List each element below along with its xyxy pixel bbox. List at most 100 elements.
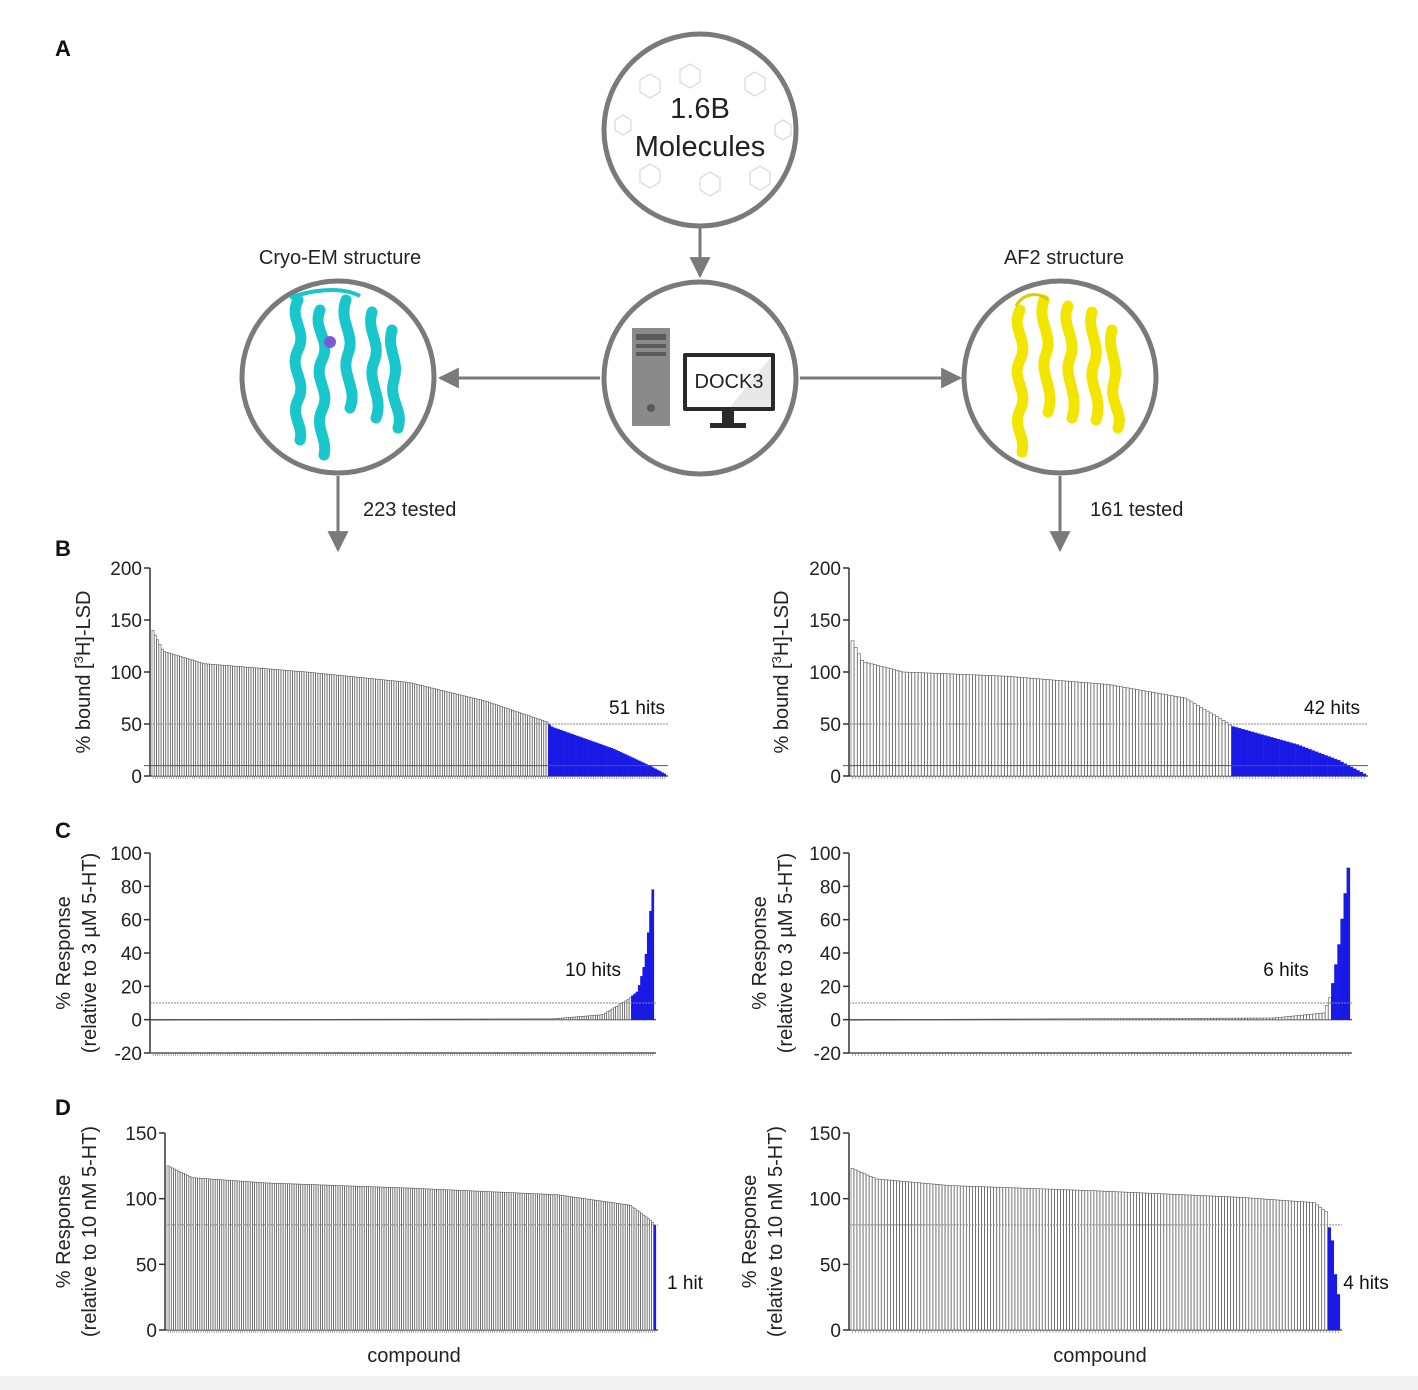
b-right-bar bbox=[1004, 675, 1008, 777]
b-right-hit-bar bbox=[1276, 738, 1280, 777]
b-left-bar bbox=[220, 664, 224, 777]
c-right-bar bbox=[872, 1019, 876, 1021]
c-left-bar bbox=[574, 1016, 578, 1020]
c-right-bar bbox=[1080, 1018, 1084, 1020]
d-right-bar bbox=[1148, 1192, 1152, 1331]
b-right-bar bbox=[869, 663, 874, 777]
c-left-bar bbox=[322, 1019, 326, 1021]
c-left-bar bbox=[284, 1019, 288, 1021]
c-left-bar bbox=[356, 1018, 360, 1021]
c-right-bar bbox=[863, 1019, 867, 1021]
b-left-bar bbox=[338, 675, 342, 777]
b-left-hit-bar bbox=[661, 772, 664, 777]
c-right-bar bbox=[996, 1018, 1000, 1020]
c-right-bar bbox=[875, 1019, 879, 1021]
b-right-bar bbox=[949, 673, 954, 777]
b-left-bar bbox=[384, 679, 388, 777]
cryo-em-structure-circle bbox=[239, 278, 437, 476]
d-left-bar bbox=[587, 1198, 591, 1331]
b-left-bar bbox=[361, 677, 365, 777]
b-left-bar bbox=[319, 673, 323, 777]
c-left-bar bbox=[410, 1018, 414, 1021]
b-left-hit-bar bbox=[559, 729, 563, 777]
b-right-bar bbox=[1023, 677, 1028, 777]
c-right-bar bbox=[1154, 1018, 1158, 1020]
b-right-bar bbox=[1116, 685, 1120, 777]
d-right-bar bbox=[1002, 1187, 1006, 1331]
c-left-bar bbox=[196, 1019, 200, 1021]
c-left-bar bbox=[401, 1018, 405, 1021]
b-right-bar bbox=[1013, 676, 1018, 777]
d-left-bar bbox=[646, 1218, 650, 1331]
d-left-bar bbox=[182, 1172, 185, 1331]
d-left-bar bbox=[271, 1182, 275, 1331]
d-right-bar bbox=[920, 1182, 924, 1331]
c-left-bar bbox=[370, 1018, 373, 1021]
c-right-y-tick-label: 40 bbox=[820, 944, 841, 965]
c-right-bar bbox=[1076, 1018, 1081, 1020]
d-left-bar bbox=[510, 1192, 514, 1331]
c-right-bar bbox=[965, 1018, 969, 1021]
d-left-bar bbox=[497, 1191, 501, 1331]
c-left-bar bbox=[185, 1019, 189, 1021]
b-right-bar bbox=[1135, 689, 1139, 777]
d-left-bar bbox=[493, 1191, 497, 1331]
d-left-bar bbox=[250, 1181, 253, 1331]
d-right-bar bbox=[1163, 1193, 1167, 1331]
c-right-bar bbox=[962, 1018, 966, 1021]
b-left-bar bbox=[170, 653, 173, 777]
d-left-bar bbox=[333, 1185, 336, 1331]
d-right-bar bbox=[1075, 1189, 1079, 1331]
b-right-bar bbox=[1154, 692, 1159, 777]
b-right-bar bbox=[1007, 676, 1012, 777]
d-right-bar bbox=[1124, 1191, 1128, 1331]
b-left-hit-bar bbox=[561, 730, 565, 777]
b-right-bar bbox=[1189, 701, 1194, 777]
c-left-bar bbox=[275, 1019, 279, 1021]
b-left-bar bbox=[347, 676, 351, 777]
c-left-bar bbox=[577, 1016, 580, 1020]
b-right-bar bbox=[981, 674, 986, 777]
d-right-bar bbox=[1285, 1200, 1289, 1331]
d-right-bar bbox=[1199, 1195, 1204, 1331]
b-left-bar bbox=[458, 694, 461, 777]
d-left-bar bbox=[635, 1209, 639, 1331]
b-left-hit-bar bbox=[621, 753, 625, 777]
b-left-bar bbox=[370, 678, 374, 777]
b-left-bar bbox=[262, 668, 266, 777]
c-right-bar bbox=[1135, 1018, 1140, 1020]
b-left-bar bbox=[243, 666, 247, 777]
b-left-hit-bar bbox=[628, 756, 632, 777]
d-right-bar bbox=[1303, 1201, 1307, 1331]
c-left-bar bbox=[214, 1019, 218, 1021]
c-left-bar bbox=[520, 1018, 524, 1020]
c-left-bar bbox=[165, 1019, 168, 1021]
d-left-bar bbox=[239, 1180, 242, 1331]
c-left-bar bbox=[255, 1019, 258, 1021]
d-right-bar bbox=[917, 1182, 921, 1331]
d-right-bar bbox=[1093, 1190, 1098, 1331]
d-left-bar bbox=[234, 1180, 238, 1331]
b-right-bar bbox=[1045, 679, 1050, 777]
b-left-bar bbox=[352, 676, 355, 777]
d-right-bar bbox=[905, 1181, 909, 1331]
d-right-bar bbox=[1221, 1196, 1225, 1331]
c-left-bar bbox=[250, 1019, 254, 1021]
d-right-bar bbox=[1023, 1187, 1028, 1331]
d-right-bar bbox=[1297, 1201, 1301, 1331]
d-left-bar bbox=[236, 1180, 240, 1331]
c-left-bar bbox=[153, 1019, 157, 1021]
c-right-bar bbox=[956, 1018, 960, 1021]
d-left-bar bbox=[607, 1201, 611, 1331]
b-left-hit-bar bbox=[656, 769, 660, 777]
b-left-bar bbox=[541, 720, 544, 777]
d-left-bar bbox=[609, 1202, 613, 1331]
d-left-bar bbox=[638, 1211, 641, 1331]
d-right-bar bbox=[1291, 1200, 1295, 1331]
c-left-y-axis-label: % Response bbox=[53, 896, 75, 1009]
b-left-hit-bar bbox=[552, 727, 556, 777]
d-left-bar bbox=[456, 1189, 459, 1331]
d-right-bar bbox=[999, 1187, 1003, 1331]
b-left-bar bbox=[260, 668, 263, 777]
b-left-hit-bar bbox=[619, 752, 623, 777]
